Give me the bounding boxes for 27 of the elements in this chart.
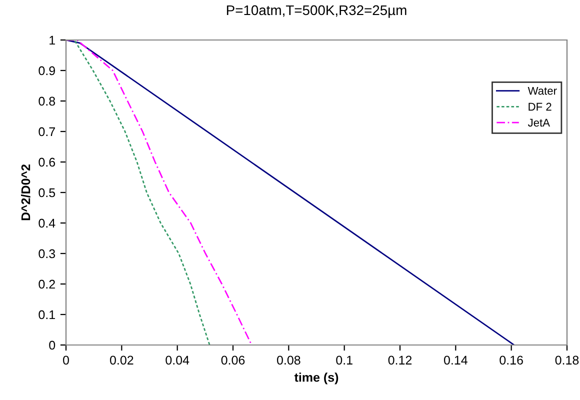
x-tick-label: 0.18 bbox=[555, 356, 579, 365]
y-axis-title: D^2/D0^2 bbox=[21, 164, 30, 220]
x-tick-label: 0.12 bbox=[388, 356, 412, 365]
y-tick-label: 0.2 bbox=[38, 280, 55, 289]
y-tick-label: 1 bbox=[50, 36, 55, 45]
x-tick-label: 0.08 bbox=[276, 356, 300, 365]
chart-title: P=10atm,T=500K,R32=25µm bbox=[226, 5, 406, 18]
x-tick-label: 0.04 bbox=[166, 356, 190, 365]
legend-label: JetA bbox=[528, 118, 550, 127]
y-tick-label: 0.1 bbox=[38, 310, 55, 320]
y-tick-label: 0.6 bbox=[38, 158, 56, 167]
y-tick-label: 0.8 bbox=[38, 96, 56, 106]
x-tick-label: 0.16 bbox=[500, 356, 523, 365]
y-tick-label: 0.5 bbox=[38, 188, 56, 198]
y-tick-label: 0.3 bbox=[38, 249, 56, 258]
legend-label: DF 2 bbox=[528, 102, 552, 111]
y-tick-label: 0.4 bbox=[38, 218, 56, 228]
x-tick-label: 0.14 bbox=[444, 356, 468, 365]
x-tick-label: 0 bbox=[63, 356, 69, 365]
y-tick-label: 0 bbox=[49, 340, 56, 350]
y-tick-label: 0.9 bbox=[38, 66, 55, 76]
y-tick-label: 0.7 bbox=[38, 127, 55, 136]
legend-label: Water bbox=[528, 87, 557, 95]
x-tick-label: 0.06 bbox=[221, 356, 245, 365]
x-tick-label: 0.1 bbox=[336, 356, 352, 365]
x-axis-title: time (s) bbox=[294, 372, 338, 384]
x-tick-label: 0.02 bbox=[110, 356, 134, 365]
